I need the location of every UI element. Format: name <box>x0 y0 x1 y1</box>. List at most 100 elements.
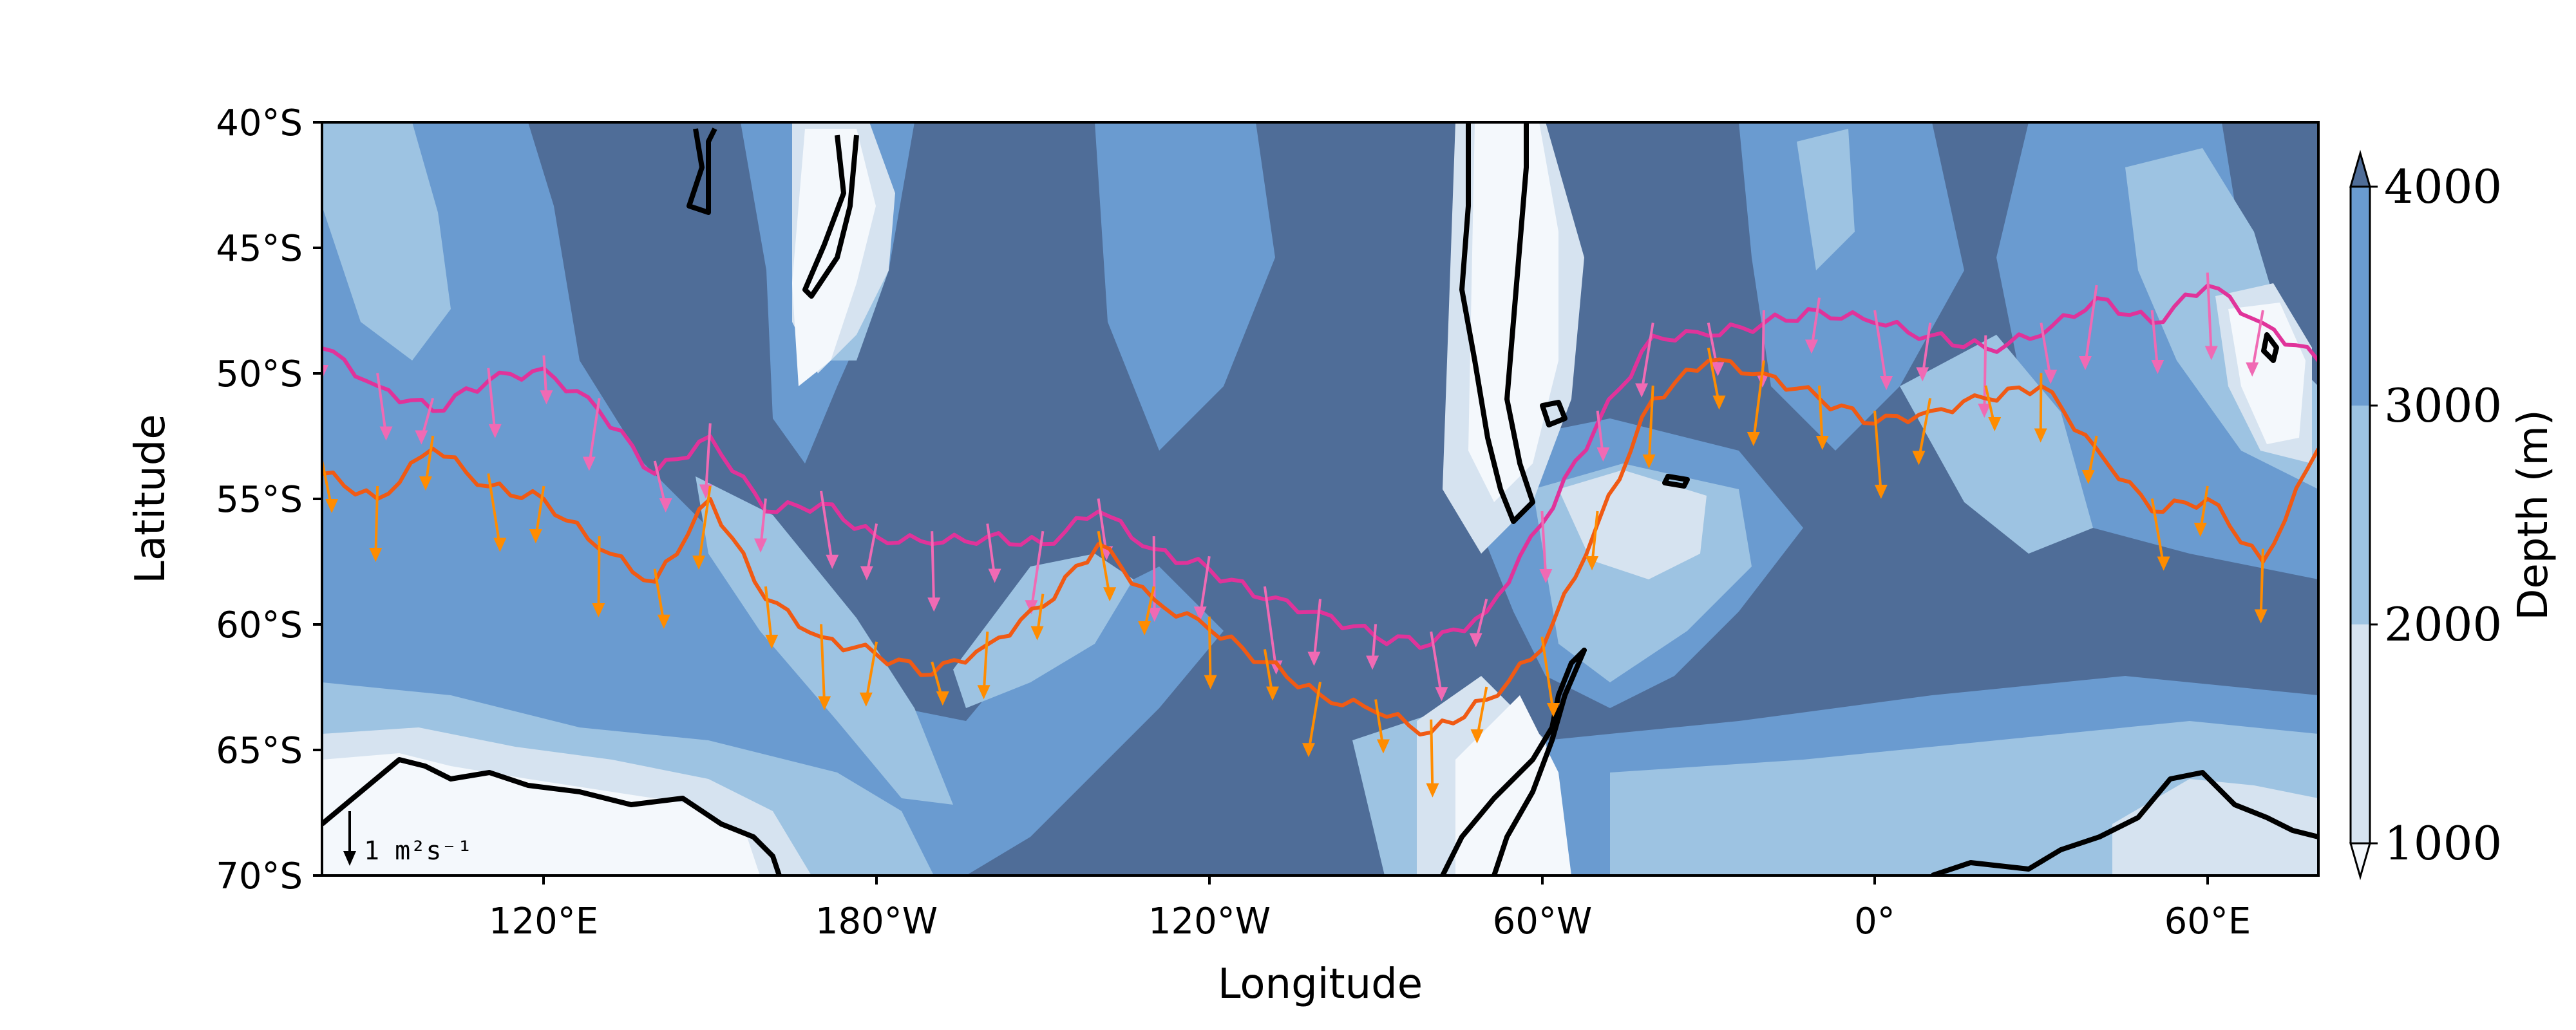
transport-arrow <box>1263 649 1280 701</box>
transport-arrow-shaft <box>704 423 712 494</box>
transport-arrow-shaft <box>1312 599 1321 661</box>
transport-arrow-shaft <box>1263 586 1278 670</box>
transport-arrow-head <box>936 691 949 706</box>
transport-arrow-shaft <box>2317 436 2318 442</box>
transport-arrow-head <box>1470 729 1484 744</box>
transport-arrow-head <box>379 426 393 441</box>
transport-arrow-shaft <box>2150 498 2165 566</box>
transport-arrow-head <box>2081 470 2095 484</box>
transport-arrow-shaft <box>1540 510 1548 579</box>
transport-arrow-head <box>1916 367 1929 382</box>
x-tick-marks <box>542 876 2209 885</box>
transport-arrow <box>859 641 878 707</box>
transport-arrow <box>376 373 393 441</box>
transport-arrow <box>1426 719 1439 798</box>
transport-arrow-shaft <box>1097 530 1112 597</box>
transport-arrow <box>2317 348 2318 353</box>
x-tick-label: 60°E <box>2164 901 2251 942</box>
transport-arrow-head <box>1642 454 1656 469</box>
bathymetry-band-2000-3000 <box>696 476 953 805</box>
transport-arrow-head <box>1546 703 1560 717</box>
transport-arrow-shaft <box>1307 681 1321 753</box>
transport-arrow-head <box>415 430 428 445</box>
transport-arrow-head <box>540 390 553 405</box>
transport-arrow-shaft <box>487 473 502 547</box>
transport-arrow-shaft <box>2040 323 2052 379</box>
transport-arrow <box>1097 530 1117 602</box>
bathymetry-band-1000-2000 <box>1558 470 1707 579</box>
transport-arrow <box>529 485 545 543</box>
transport-arrow-head <box>1103 587 1117 602</box>
transport-arrow-head <box>2193 523 2207 537</box>
transport-arrow <box>2150 310 2164 374</box>
transport-arrow <box>818 624 831 711</box>
transport-arrow <box>487 473 507 552</box>
coastline-antarctica-east <box>322 757 782 876</box>
y-tick-label: 55°S <box>216 479 303 521</box>
transport-arrow <box>1540 636 1560 717</box>
transport-arrow <box>415 397 435 445</box>
y-tick-label: 40°S <box>216 102 303 144</box>
y-tick-label: 60°S <box>216 604 303 646</box>
transport-arrow-shaft <box>982 632 989 695</box>
transport-arrow <box>653 568 670 629</box>
transport-arrow-head <box>2151 360 2164 374</box>
x-tick-label: 0° <box>1854 901 1895 942</box>
scale-arrow-head <box>343 851 356 866</box>
transport-arrow <box>1366 624 1379 670</box>
transport-arrow <box>927 531 941 612</box>
transport-arrow-head <box>860 566 873 581</box>
transport-arrow <box>1747 360 1765 446</box>
coastline-kerguelen <box>2261 332 2279 363</box>
transport-arrow <box>2081 435 2098 484</box>
transport-arrow <box>1302 681 1321 758</box>
x-axis: 120°E 180°W 120°W 60°W 0° 60°E Longitude <box>489 876 2251 1008</box>
transport-arrow-head <box>988 568 1001 583</box>
transport-arrow-head <box>1874 485 1888 499</box>
transport-arrow-head <box>2079 356 2092 370</box>
y-tick-label: 70°S <box>216 856 303 897</box>
transport-arrow-head <box>1366 655 1379 670</box>
x-tick-label: 120°E <box>489 901 598 942</box>
transport-arrow-head <box>582 456 596 471</box>
coastline-antarctic-peninsula <box>1440 648 1587 876</box>
transport-arrow-shaft <box>653 568 665 624</box>
transport-arrow-head <box>488 424 502 438</box>
transport-arrow <box>2317 436 2318 442</box>
transport-arrow <box>487 368 502 438</box>
transport-arrow <box>1815 385 1829 450</box>
transport-arrow-shaft <box>587 398 601 466</box>
transport-arrow-shaft <box>1030 530 1045 610</box>
transport-arrow-head <box>977 685 990 700</box>
transport-arrow-head <box>1586 556 1599 570</box>
bathymetry-band-2000-3000 <box>953 554 1133 708</box>
coastline-new-zealand <box>802 135 859 299</box>
transport-arrow-head <box>493 538 507 552</box>
transport-arrow-head <box>1148 608 1161 622</box>
transport-arrow-head <box>659 498 672 512</box>
colorbar-tick-label: 2000 <box>2384 597 2502 651</box>
transport-arrow <box>540 355 553 405</box>
transport-arrow-head <box>529 529 542 543</box>
coastline-antarctica-west <box>1931 770 2318 876</box>
y-tick-label: 50°S <box>216 353 303 395</box>
transport-arrow-shaft <box>487 368 497 433</box>
transport-arrow-shaft <box>1198 556 1211 616</box>
transport-arrow <box>2079 285 2098 370</box>
bathymetry-band-3000-4000 <box>1739 122 1964 451</box>
transport-arrow <box>419 435 435 491</box>
transport-arrow <box>754 498 768 553</box>
transport-arrow <box>820 491 839 569</box>
transport-arrow <box>369 485 383 562</box>
transport-arrow-head <box>818 696 831 711</box>
bathymetry-band-1000-2000 <box>2112 779 2318 876</box>
colorbar-tick-label: 1000 <box>2384 816 2502 870</box>
transport-arrow-head <box>1435 687 1448 702</box>
transport-arrow-head <box>1912 451 1926 465</box>
transport-arrow-head <box>1376 739 1390 754</box>
transport-arrow-head <box>1193 606 1207 621</box>
colorbar-segment-3000-4000 <box>2351 187 2370 406</box>
transport-arrow-shaft <box>1640 323 1654 393</box>
coastline-south-georgia <box>1662 474 1690 489</box>
